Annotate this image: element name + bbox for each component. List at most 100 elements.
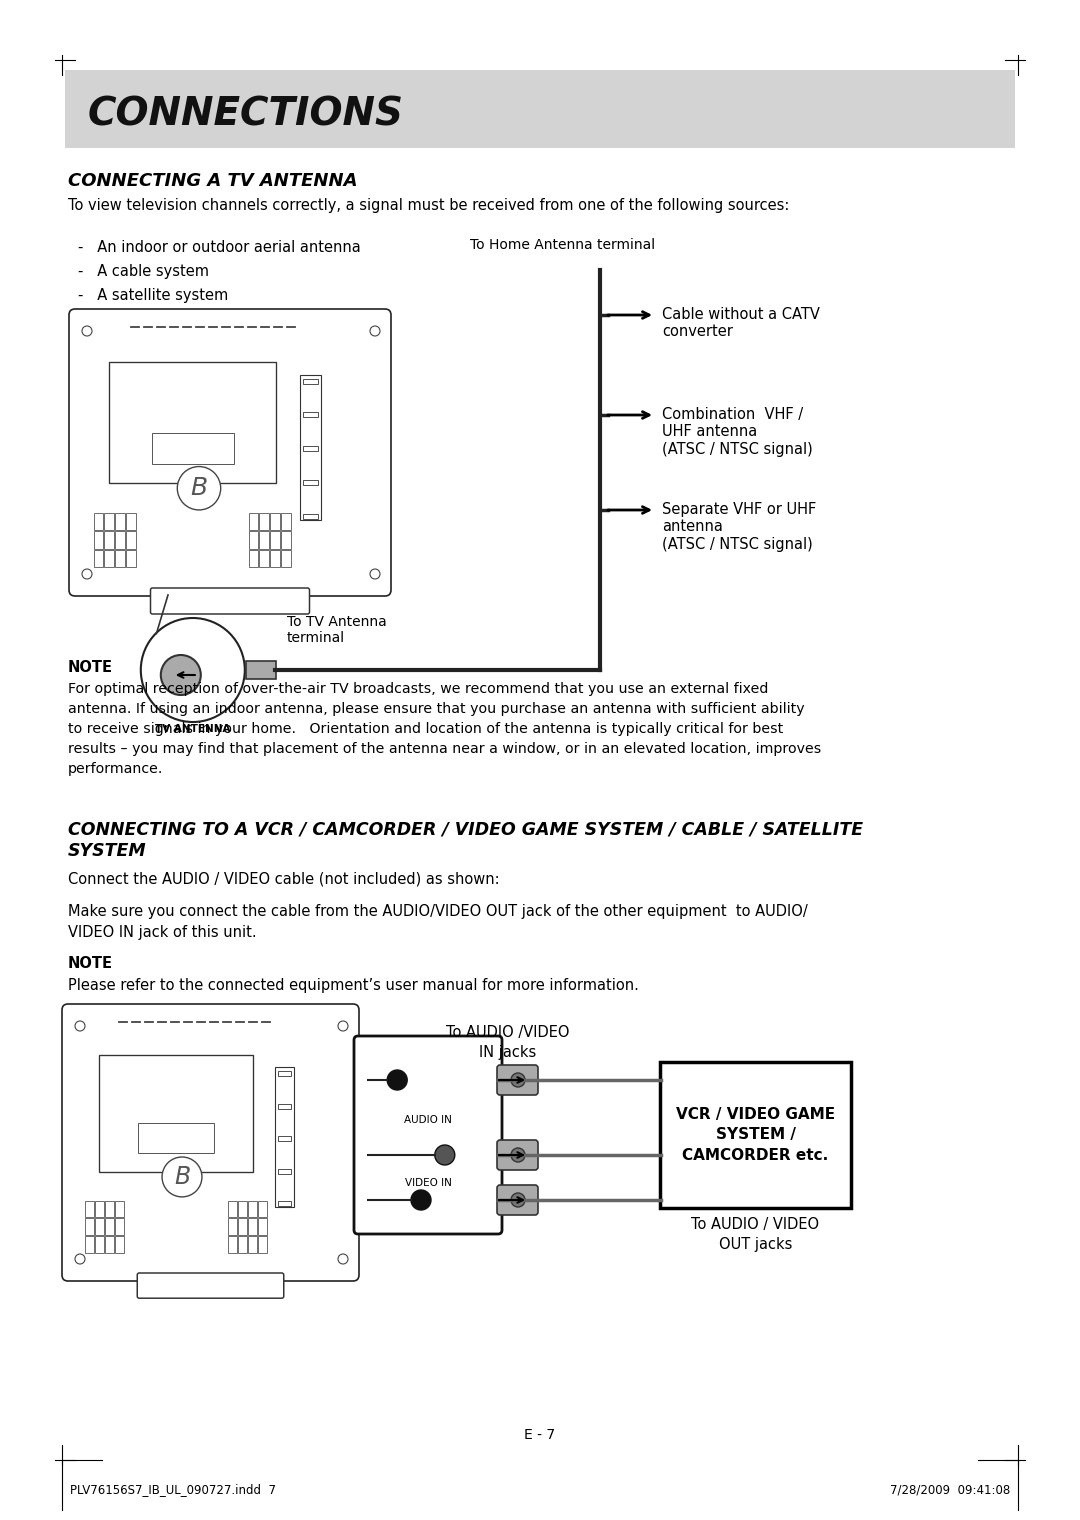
FancyBboxPatch shape <box>278 1072 292 1076</box>
FancyBboxPatch shape <box>238 1201 246 1218</box>
FancyBboxPatch shape <box>150 588 310 614</box>
Text: PLV76156S7_IB_UL_090727.indd  7: PLV76156S7_IB_UL_090727.indd 7 <box>70 1484 276 1497</box>
FancyBboxPatch shape <box>228 1236 237 1252</box>
FancyBboxPatch shape <box>105 1236 114 1252</box>
Text: To AUDIO / VIDEO
OUT jacks: To AUDIO / VIDEO OUT jacks <box>691 1218 820 1252</box>
FancyBboxPatch shape <box>116 1201 124 1218</box>
FancyBboxPatch shape <box>95 1219 104 1236</box>
Text: To view television channels correctly, a signal must be received from one of the: To view television channels correctly, a… <box>68 198 789 213</box>
Text: CONNECTIONS: CONNECTIONS <box>87 96 404 134</box>
Circle shape <box>370 325 380 336</box>
FancyBboxPatch shape <box>126 550 136 567</box>
FancyBboxPatch shape <box>105 532 114 549</box>
Text: VCR / VIDEO GAME
SYSTEM /
CAMCORDER etc.: VCR / VIDEO GAME SYSTEM / CAMCORDER etc. <box>676 1107 835 1163</box>
FancyBboxPatch shape <box>228 1219 237 1236</box>
FancyBboxPatch shape <box>278 1137 292 1142</box>
FancyBboxPatch shape <box>137 1274 284 1298</box>
FancyBboxPatch shape <box>303 412 318 418</box>
Text: -   An indoor or outdoor aerial antenna: - An indoor or outdoor aerial antenna <box>78 240 361 255</box>
FancyBboxPatch shape <box>116 532 125 549</box>
Circle shape <box>75 1021 85 1031</box>
FancyBboxPatch shape <box>300 374 321 520</box>
FancyBboxPatch shape <box>259 550 269 567</box>
FancyBboxPatch shape <box>228 1201 237 1218</box>
Text: NOTE: NOTE <box>68 956 113 971</box>
FancyBboxPatch shape <box>281 550 291 567</box>
Text: Separate VHF or UHF
antenna
(ATSC / NTSC signal): Separate VHF or UHF antenna (ATSC / NTSC… <box>662 502 816 552</box>
Text: CONNECTING TO A VCR / CAMCORDER / VIDEO GAME SYSTEM / CABLE / SATELLITE
SYSTEM: CONNECTING TO A VCR / CAMCORDER / VIDEO … <box>68 819 863 859</box>
Circle shape <box>511 1193 525 1207</box>
Circle shape <box>511 1148 525 1161</box>
Circle shape <box>177 467 220 509</box>
FancyBboxPatch shape <box>497 1186 538 1214</box>
FancyBboxPatch shape <box>259 514 269 530</box>
FancyBboxPatch shape <box>303 480 318 485</box>
FancyBboxPatch shape <box>303 514 318 518</box>
FancyBboxPatch shape <box>126 514 136 530</box>
Text: Please refer to the connected equipment’s user manual for more information.: Please refer to the connected equipment’… <box>68 977 639 993</box>
Text: Combination  VHF /
UHF antenna
(ATSC / NTSC signal): Combination VHF / UHF antenna (ATSC / NT… <box>662 407 813 458</box>
Text: AUDIO IN: AUDIO IN <box>404 1116 451 1125</box>
FancyBboxPatch shape <box>278 1201 292 1205</box>
FancyBboxPatch shape <box>275 1067 294 1207</box>
FancyBboxPatch shape <box>259 532 269 549</box>
Text: Connect the AUDIO / VIDEO cable (not included) as shown:: Connect the AUDIO / VIDEO cable (not inc… <box>68 872 500 888</box>
Text: For optimal reception of over-the-air TV broadcasts, we recommend that you use a: For optimal reception of over-the-air TV… <box>68 682 821 777</box>
FancyBboxPatch shape <box>65 70 1015 147</box>
Text: 7/28/2009  09:41:08: 7/28/2009 09:41:08 <box>890 1484 1010 1497</box>
Circle shape <box>338 1021 348 1031</box>
Circle shape <box>140 619 245 722</box>
FancyBboxPatch shape <box>105 514 114 530</box>
FancyBboxPatch shape <box>248 532 258 549</box>
Text: E - 7: E - 7 <box>525 1427 555 1442</box>
FancyBboxPatch shape <box>62 1005 359 1281</box>
FancyBboxPatch shape <box>257 1219 267 1236</box>
FancyBboxPatch shape <box>69 309 391 596</box>
Text: -   A cable system: - A cable system <box>78 264 210 280</box>
Circle shape <box>75 1254 85 1265</box>
FancyBboxPatch shape <box>151 433 234 464</box>
FancyBboxPatch shape <box>95 1236 104 1252</box>
Text: To Home Antenna terminal: To Home Antenna terminal <box>470 239 656 252</box>
Text: To AUDIO /VIDEO
IN jacks: To AUDIO /VIDEO IN jacks <box>446 1024 570 1059</box>
Circle shape <box>82 325 92 336</box>
FancyBboxPatch shape <box>278 1104 292 1108</box>
FancyBboxPatch shape <box>126 532 136 549</box>
Text: B: B <box>174 1164 190 1189</box>
FancyBboxPatch shape <box>248 514 258 530</box>
FancyBboxPatch shape <box>85 1236 94 1252</box>
FancyBboxPatch shape <box>270 514 280 530</box>
FancyBboxPatch shape <box>660 1062 851 1208</box>
Circle shape <box>370 568 380 579</box>
FancyBboxPatch shape <box>85 1219 94 1236</box>
FancyBboxPatch shape <box>94 550 104 567</box>
FancyBboxPatch shape <box>94 514 104 530</box>
FancyBboxPatch shape <box>99 1055 254 1172</box>
FancyBboxPatch shape <box>95 1201 104 1218</box>
FancyBboxPatch shape <box>238 1236 246 1252</box>
FancyBboxPatch shape <box>303 378 318 383</box>
FancyBboxPatch shape <box>246 661 275 679</box>
FancyBboxPatch shape <box>281 514 291 530</box>
FancyBboxPatch shape <box>248 550 258 567</box>
FancyBboxPatch shape <box>257 1201 267 1218</box>
Circle shape <box>161 655 201 695</box>
Text: -   A satellite system: - A satellite system <box>78 287 228 302</box>
FancyBboxPatch shape <box>247 1201 257 1218</box>
Circle shape <box>82 568 92 579</box>
FancyBboxPatch shape <box>354 1037 502 1234</box>
Text: NOTE: NOTE <box>68 660 113 675</box>
FancyBboxPatch shape <box>281 532 291 549</box>
FancyBboxPatch shape <box>116 1219 124 1236</box>
FancyBboxPatch shape <box>270 550 280 567</box>
FancyBboxPatch shape <box>94 532 104 549</box>
Text: CONNECTING A TV ANTENNA: CONNECTING A TV ANTENNA <box>68 172 357 190</box>
FancyBboxPatch shape <box>257 1236 267 1252</box>
Text: B: B <box>190 476 207 500</box>
FancyBboxPatch shape <box>109 362 276 483</box>
Text: To TV Antenna
terminal: To TV Antenna terminal <box>287 616 387 644</box>
FancyBboxPatch shape <box>116 550 125 567</box>
Circle shape <box>388 1070 407 1090</box>
Text: Cable without a CATV
converter: Cable without a CATV converter <box>662 307 820 339</box>
FancyBboxPatch shape <box>116 1236 124 1252</box>
